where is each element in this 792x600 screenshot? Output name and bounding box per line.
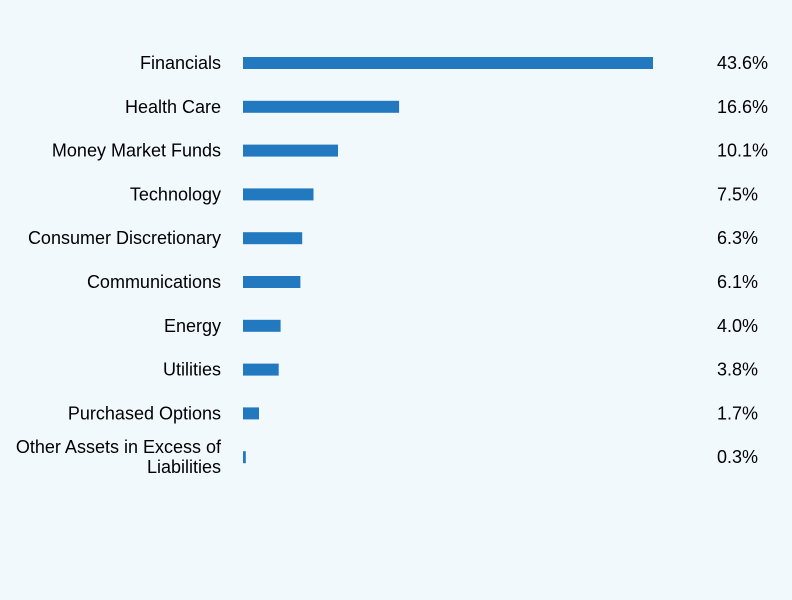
- bar-0: [243, 57, 653, 69]
- category-label-8: Purchased Options: [68, 403, 221, 423]
- bar-1: [243, 100, 400, 113]
- category-label-7: Utilities: [163, 360, 221, 380]
- value-label-4: 6.3%: [717, 228, 758, 248]
- value-label-9: 0.3%: [717, 447, 758, 467]
- value-label-5: 6.1%: [717, 272, 758, 292]
- category-label-2: Money Market Funds: [52, 141, 221, 161]
- value-label-3: 7.5%: [717, 184, 758, 204]
- bar-4: [243, 232, 303, 245]
- category-label-4: Consumer Discretionary: [28, 228, 221, 248]
- bar-3: [243, 188, 314, 201]
- category-label-group: Financials Health Care Money Market Funds T…: [16, 53, 222, 477]
- bar-8: [243, 407, 259, 420]
- category-label-0: Financials: [140, 53, 221, 73]
- value-label-0: 43.6%: [717, 53, 768, 73]
- value-label-7: 3.8%: [717, 360, 758, 380]
- value-label-group: 43.6% 16.6% 10.1% 7.5% 6.3% 6.1% 4.0% 3.8% 1.7% 0…: [717, 53, 768, 467]
- bar-2: [243, 144, 338, 157]
- category-label-9: Other Assets in Excess of Liabilities: [16, 437, 222, 477]
- bar-5: [243, 276, 301, 288]
- value-label-6: 4.0%: [717, 316, 758, 336]
- bar-group: [243, 57, 653, 464]
- bar-6: [243, 319, 281, 332]
- value-label-1: 16.6%: [717, 97, 768, 117]
- value-label-8: 1.7%: [717, 403, 758, 423]
- bar-9: [243, 451, 246, 464]
- bar-7: [243, 363, 279, 376]
- category-label-6: Energy: [164, 316, 221, 336]
- category-label-1: Health Care: [125, 97, 221, 117]
- category-label-3: Technology: [130, 184, 221, 204]
- category-label-5: Communications: [87, 272, 221, 292]
- value-label-2: 10.1%: [717, 141, 768, 161]
